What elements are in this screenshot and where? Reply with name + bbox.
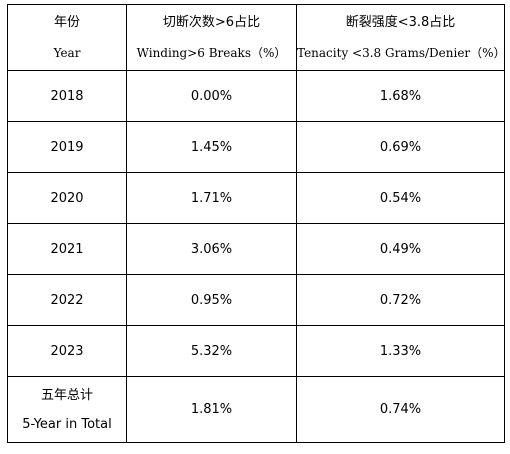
header-tenacity-en: Tenacity <3.8 Grams/Denier（%） (297, 45, 506, 60)
total-tenacity-cell: 0.74% (296, 376, 505, 443)
total-label-cn: 五年总计 (40, 387, 93, 403)
year-cell: 2019 (7, 121, 127, 173)
tenacity-cell: 1.33% (296, 325, 505, 377)
tenacity-cell: 0.69% (296, 121, 505, 173)
header-year: 年份 Year (7, 4, 127, 71)
header-row: 年份 Year 切断次数>6占比 Winding>6 Breaks（%） 断裂强… (7, 4, 506, 71)
table-row: 2020 1.71% 0.54% (7, 172, 505, 224)
table-row: 2018 0.00% 1.68% (7, 70, 505, 122)
table-row: 2022 0.95% 0.72% (7, 274, 505, 326)
breaks-cell: 0.95% (126, 274, 297, 326)
total-label-en: 5-Year in Total (22, 416, 112, 432)
breaks-cell: 0.00% (126, 70, 297, 122)
tenacity-cell: 0.72% (296, 274, 505, 326)
breaks-cell: 5.32% (126, 325, 297, 377)
tenacity-cell: 0.49% (296, 223, 505, 275)
total-label-cell: 五年总计 5-Year in Total (7, 376, 127, 443)
tenacity-cell: 1.68% (296, 70, 505, 122)
header-breaks: 切断次数>6占比 Winding>6 Breaks（%） (126, 4, 297, 71)
total-breaks-cell: 1.81% (126, 376, 297, 443)
breaks-cell: 1.45% (126, 121, 297, 173)
header-tenacity-cn: 断裂强度<3.8占比 (345, 14, 456, 30)
data-table: 年份 Year 切断次数>6占比 Winding>6 Breaks（%） 断裂强… (7, 4, 506, 443)
year-cell: 2023 (7, 325, 127, 377)
breaks-cell: 3.06% (126, 223, 297, 275)
year-cell: 2018 (7, 70, 127, 122)
header-breaks-cn: 切断次数>6占比 (162, 14, 261, 30)
breaks-cell: 1.71% (126, 172, 297, 224)
table-row: 2023 5.32% 1.33% (7, 325, 505, 377)
header-tenacity: 断裂强度<3.8占比 Tenacity <3.8 Grams/Denier（%） (296, 4, 506, 71)
year-cell: 2020 (7, 172, 127, 224)
year-cell: 2021 (7, 223, 127, 275)
header-year-cn: 年份 (53, 14, 80, 30)
year-cell: 2022 (7, 274, 127, 326)
header-breaks-en: Winding>6 Breaks（%） (136, 45, 287, 60)
header-year-en: Year (53, 45, 81, 60)
tenacity-cell: 0.54% (296, 172, 505, 224)
total-row: 五年总计 5-Year in Total 1.81% 0.74% (7, 376, 505, 443)
table-row: 2019 1.45% 0.69% (7, 121, 505, 173)
table-row: 2021 3.06% 0.49% (7, 223, 505, 275)
